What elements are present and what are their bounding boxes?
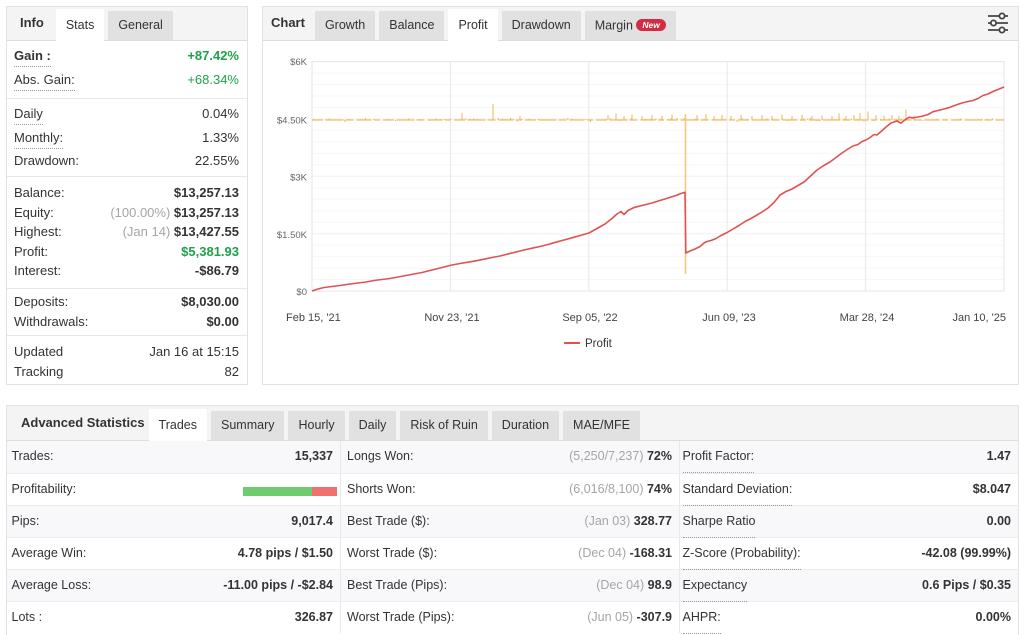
svg-text:$6K: $6K <box>290 57 308 68</box>
svg-text:Jan 10, '25: Jan 10, '25 <box>953 312 1006 324</box>
svg-text:$4.50K: $4.50K <box>277 115 308 126</box>
svg-text:Sep 05, '22: Sep 05, '22 <box>562 312 617 324</box>
svg-text:$0: $0 <box>296 287 307 298</box>
svg-text:Profit: Profit <box>585 338 613 350</box>
svg-text:Mar 28, '24: Mar 28, '24 <box>840 312 895 324</box>
svg-text:$3K: $3K <box>290 173 308 184</box>
svg-text:Feb 15, '21: Feb 15, '21 <box>286 312 341 324</box>
svg-text:Jun 09, '23: Jun 09, '23 <box>702 312 755 324</box>
svg-text:$1.50K: $1.50K <box>277 230 308 241</box>
svg-text:Nov 23, '21: Nov 23, '21 <box>424 312 479 324</box>
